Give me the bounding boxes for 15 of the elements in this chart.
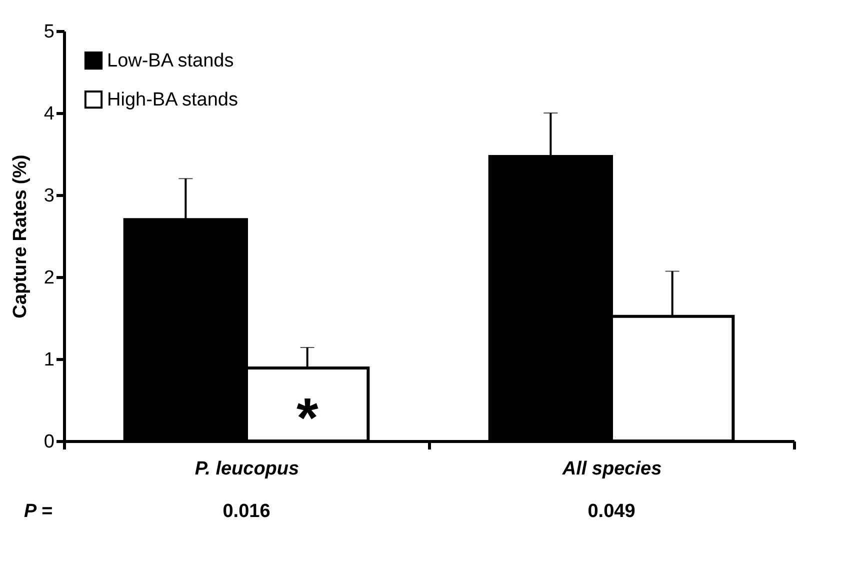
x-tick-label: All species [561,458,662,480]
annotation: * [296,386,318,450]
text: 0.016 [222,501,270,522]
legend-label: High-BA stands [107,90,238,110]
y-axis-title: Capture Rates (%) [10,154,31,318]
y-tick-label: 4 [44,104,55,124]
text: 0.049 [588,501,636,522]
y-tick-label: 1 [44,350,54,370]
y-tick-label: 3 [44,186,54,206]
y-tick-label: 0 [44,432,54,452]
x-tick-label: P. leucopus [194,458,300,480]
y-tick-label: 2 [44,268,54,288]
text: P = [24,501,52,522]
legend-label: Low-BA stands [107,50,234,72]
y-tick-label: 5 [44,22,54,42]
